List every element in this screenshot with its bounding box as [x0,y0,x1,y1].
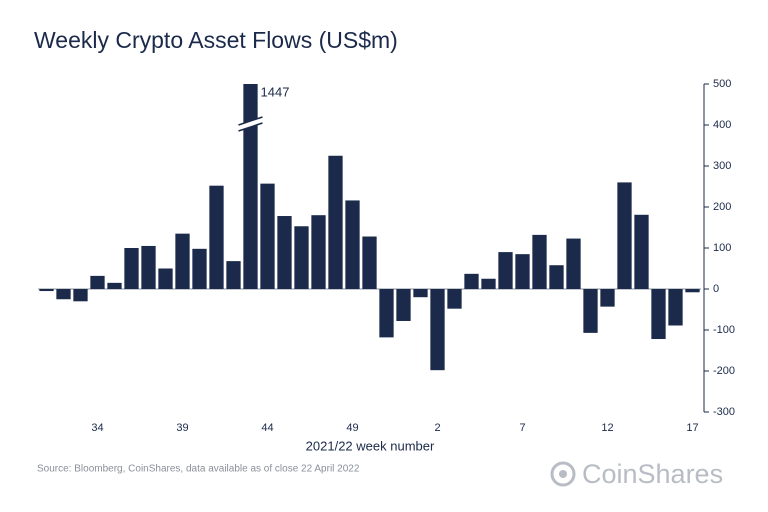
bar [532,234,547,289]
bar [617,182,632,289]
bar [226,261,241,289]
x-tick-label: 12 [601,422,613,434]
bar [141,245,156,289]
bar [192,248,207,289]
bar [311,215,326,289]
bar [583,289,598,333]
bar [379,289,394,338]
x-axis-label: 2021/22 week number [306,438,435,453]
bar [362,236,377,289]
bar [90,275,105,289]
x-tick-label: 2 [434,422,440,434]
bar [464,273,479,289]
bar [685,289,700,293]
bar [345,200,360,289]
bar [566,238,581,289]
y-tick-label: 300 [713,160,731,172]
bar [447,289,462,309]
y-tick-label: 0 [713,283,719,295]
axis-break-edge [238,122,263,132]
bar [651,289,666,340]
brand-name: CoinShares [582,459,723,489]
y-tick-label: -300 [713,406,735,418]
bar [243,84,258,290]
y-tick-label: -100 [713,324,735,336]
data-label: 1447 [261,84,290,99]
axis-break-edge [238,116,263,126]
bar [124,248,139,289]
bar [175,233,190,289]
bar [39,289,54,292]
bars [39,84,700,371]
bar [668,289,683,326]
bar [634,214,649,289]
bar [600,289,615,307]
x-tick-label: 17 [686,422,698,434]
x-tick-label: 34 [91,422,103,434]
bar [413,289,428,298]
brand-logo [550,461,576,487]
bar [260,183,275,289]
y-tick-label: 100 [713,242,731,254]
bar [107,282,122,289]
bar [430,289,445,371]
bar [481,278,496,289]
chart-title: Weekly Crypto Asset Flows (US$m) [34,27,398,53]
x-tick-label: 44 [261,422,273,434]
y-tick-label: 500 [713,78,731,90]
x-tick-label: 7 [519,422,525,434]
bar [498,252,513,289]
bar [294,226,309,289]
axis-break [237,117,264,131]
bar [277,216,292,289]
y-tick-label: 400 [713,119,731,131]
bar [549,265,564,289]
source-note: Source: Bloomberg, CoinShares, data avai… [37,464,360,475]
x-tick-label: 39 [176,422,188,434]
bar [73,289,88,302]
y-tick-label: -200 [713,365,735,377]
y-tick-label: 200 [713,201,731,213]
bar [56,289,71,300]
bar [209,185,224,289]
bar [396,289,411,321]
bar [158,268,173,289]
bar [328,155,343,289]
x-tick-label: 49 [346,422,358,434]
bar [515,254,530,289]
